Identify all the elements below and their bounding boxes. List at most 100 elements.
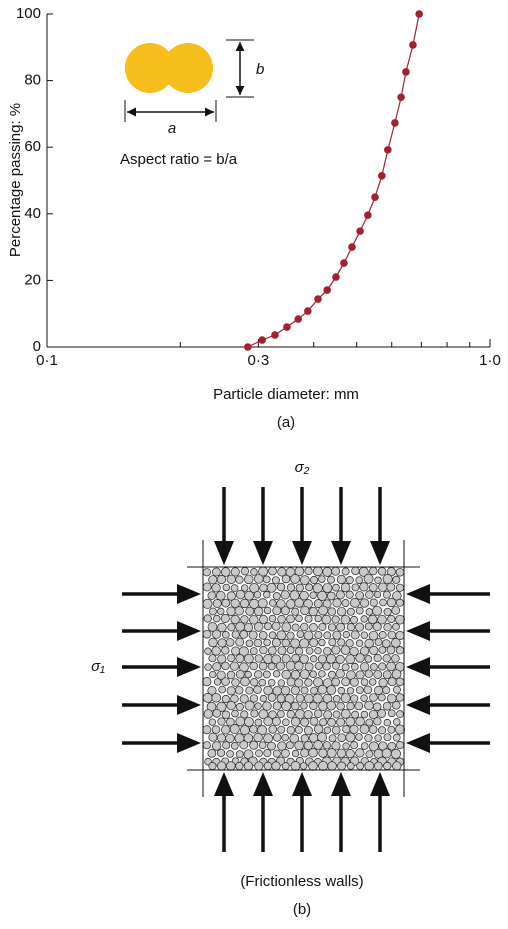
curve [247,13,420,348]
particle [350,615,358,624]
particle [337,638,346,647]
particle [345,654,356,665]
particle [258,678,267,687]
particle [226,574,236,584]
particle [249,694,259,703]
particle [364,638,374,649]
particle [253,638,263,648]
particle [327,575,335,584]
particle [395,741,405,750]
particle [221,710,231,720]
particle [332,661,340,670]
particle [355,591,364,600]
particle [207,748,217,758]
particle [216,761,227,771]
particle [349,646,359,657]
particle [336,748,347,758]
particle [345,732,356,743]
arrow-head [406,621,430,641]
particle [350,597,360,608]
particle [272,606,282,616]
particle [387,725,396,734]
particle [323,631,332,640]
particle [364,761,375,771]
particle [211,646,221,656]
x-tick-label: 0·1 [36,352,58,369]
particle [257,725,268,736]
particle [230,598,240,609]
particle [221,661,230,671]
particle [280,606,290,616]
particle [341,599,350,608]
particle [249,615,259,625]
point [314,295,322,303]
particle [347,762,355,770]
particle [350,694,359,703]
caption-b: (b) [293,901,311,918]
particle [202,582,212,592]
particle [309,623,318,632]
particle [393,718,401,726]
point [415,10,423,18]
particle [318,701,328,712]
particle [259,646,268,655]
particle [367,614,378,625]
particle [359,582,369,592]
particle [360,678,369,686]
particle [221,677,230,686]
box-outline [202,566,405,771]
particle [310,575,319,584]
particle [345,576,354,585]
particle [304,678,313,687]
load-arrows [122,487,490,852]
particle [305,583,314,592]
particle [235,750,244,759]
particle [231,646,241,656]
particle [235,575,244,584]
label-b: b [256,61,264,78]
particle [373,702,382,711]
particle [391,638,401,648]
particle [313,740,323,750]
particle [360,742,369,750]
particle [231,630,240,639]
particle [321,614,332,625]
particle [326,591,336,601]
particle [328,638,337,647]
particle [314,614,322,623]
point [283,323,291,331]
particle [374,685,384,695]
particle [355,670,365,680]
particle [356,762,365,770]
particle [254,654,263,663]
particle [222,583,231,592]
particle [235,669,245,679]
particle [235,621,245,632]
particle [396,710,404,718]
point [409,41,417,49]
particle [212,629,222,639]
particle [268,710,277,719]
point [244,343,252,351]
particle [222,631,230,639]
particle [350,741,359,750]
particle [208,654,217,663]
particle [230,584,239,592]
particle [378,662,387,671]
particle [382,654,391,663]
point [258,336,266,344]
particle [395,583,405,592]
arrow-head [214,541,234,565]
particle [327,607,337,616]
particle [355,653,365,663]
arrow-head [370,772,390,796]
particle [243,574,254,585]
particle [253,622,264,632]
particle [249,725,258,734]
arrow-head [331,541,351,565]
particle [267,662,276,671]
particle [346,687,355,695]
particle [226,750,234,758]
particle [395,567,405,577]
particle [271,761,281,771]
